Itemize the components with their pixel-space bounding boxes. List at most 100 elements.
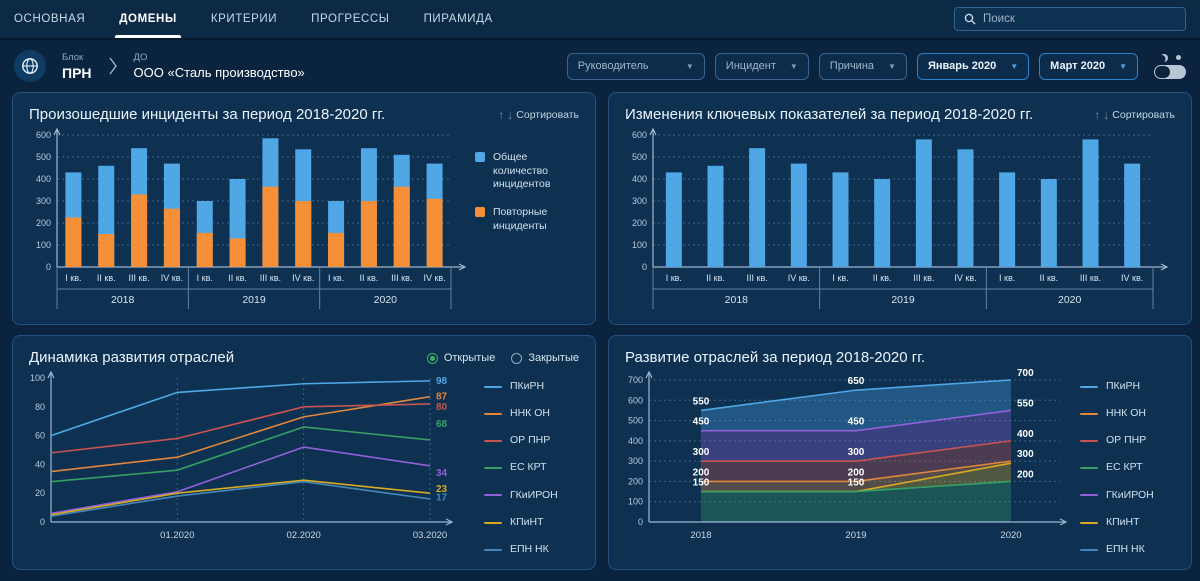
tab-0[interactable]: ОСНОВНАЯ xyxy=(14,13,86,25)
incidents-bar-chart: 0 100 200 300 400 500 600 2018 I кв. II кв. III кв… xyxy=(36,127,467,309)
svg-text:550: 550 xyxy=(1017,398,1034,409)
legend-swatch xyxy=(1080,385,1098,388)
svg-text:IV кв.: IV кв. xyxy=(954,273,976,283)
legend-swatch xyxy=(1080,494,1098,497)
filter-select-1[interactable]: Инцидент ▼ xyxy=(714,52,809,80)
svg-text:I кв.: I кв. xyxy=(328,273,344,283)
svg-text:150: 150 xyxy=(848,478,865,489)
legend-swatch xyxy=(1080,412,1098,415)
legend-swatch xyxy=(484,548,502,551)
filter-select-2[interactable]: Причина ▼ xyxy=(818,52,907,80)
svg-text:III кв.: III кв. xyxy=(747,273,768,283)
svg-text:500: 500 xyxy=(628,416,643,426)
panel-incidents: Произошедшие инциденты за период 2018-20… xyxy=(12,92,596,325)
svg-text:200: 200 xyxy=(632,218,647,228)
svg-text:I кв.: I кв. xyxy=(65,273,81,283)
svg-text:68: 68 xyxy=(436,419,448,430)
svg-text:2019: 2019 xyxy=(845,530,866,541)
radio-1[interactable]: Закрытые xyxy=(511,352,579,364)
svg-text:IV кв.: IV кв. xyxy=(292,273,314,283)
svg-text:100: 100 xyxy=(632,240,647,250)
toggle-knob xyxy=(1155,66,1170,78)
dynamics-radio-group: Открытые Закрытые xyxy=(426,349,579,364)
top-nav: ОСНОВНАЯ ДОМЕНЫ КРИТЕРИИ ПРОГРЕССЫ ПИРАМИДА xyxy=(0,0,1200,40)
legend-item: ГКиИРОН xyxy=(484,489,576,503)
chevron-right-icon xyxy=(108,57,117,75)
date-from-select[interactable]: Январь 2020 ▼ xyxy=(916,52,1030,80)
incidents-sort-button[interactable]: ↑ ↓ Сортировать xyxy=(498,106,579,122)
dynamics-legend: ПКиРН ННК ОН ОР ПНР ЕС КРТ ГКиИРОН КПиНТ ЕПН Н… xyxy=(484,366,576,556)
chevron-down-icon: ▼ xyxy=(1010,61,1019,71)
svg-text:II кв.: II кв. xyxy=(360,273,379,283)
development-legend: ПКиРН ННК ОН ОР ПНР ЕС КРТ ГКиИРОН КПиНТ ЕПН Н… xyxy=(1080,366,1172,556)
incidents-legend: Общее количество инцидентов Повторные инц… xyxy=(475,123,571,315)
radio-0[interactable]: Открытые xyxy=(426,352,495,364)
svg-text:300: 300 xyxy=(693,447,710,458)
svg-text:23: 23 xyxy=(436,484,448,495)
breadcrumb-block-value: ПРН xyxy=(62,64,92,81)
breadcrumb-unit[interactable]: ДО ООО «Сталь производство» xyxy=(134,52,305,80)
date-to-select[interactable]: Март 2020 ▼ xyxy=(1039,52,1138,80)
svg-text:300: 300 xyxy=(848,447,865,458)
svg-text:III кв.: III кв. xyxy=(391,273,412,283)
kpi-sort-button[interactable]: ↑ ↓ Сортировать xyxy=(1094,106,1175,122)
svg-text:2019: 2019 xyxy=(242,294,266,306)
theme-switcher xyxy=(1154,53,1186,79)
svg-text:200: 200 xyxy=(1017,469,1034,480)
chevron-down-icon: ▼ xyxy=(888,61,896,71)
legend-swatch xyxy=(1080,521,1098,524)
sub-header: Блок ПРН ДО ООО «Сталь производство» Рук… xyxy=(0,40,1200,92)
sort-up-icon: ↑ xyxy=(498,108,505,122)
search-icon xyxy=(964,13,976,25)
tab-2[interactable]: КРИТЕРИИ xyxy=(210,13,278,25)
svg-text:600: 600 xyxy=(632,130,647,140)
moon-icon xyxy=(1160,54,1168,62)
svg-text:98: 98 xyxy=(436,376,448,387)
sort-label: Сортировать xyxy=(1112,109,1175,121)
svg-text:200: 200 xyxy=(693,467,710,478)
chevron-down-icon: ▼ xyxy=(1119,61,1127,71)
legend-item: ГКиИРОН xyxy=(1080,489,1172,503)
legend-swatch xyxy=(1080,440,1098,443)
svg-text:III кв.: III кв. xyxy=(128,273,149,283)
legend-item: КПиНТ xyxy=(484,516,576,530)
legend-item: ПКиРН xyxy=(1080,380,1172,394)
tab-1[interactable]: ДОМЕНЫ xyxy=(115,0,181,38)
panel-dynamics-title: Динамика развития отраслей xyxy=(29,349,235,366)
svg-text:III кв.: III кв. xyxy=(913,273,934,283)
panel-development-title: Развитие отраслей за период 2018-2020 гг… xyxy=(625,349,926,366)
search-box[interactable] xyxy=(954,7,1186,31)
svg-text:500: 500 xyxy=(36,152,51,162)
globe-icon xyxy=(14,50,46,82)
sort-down-icon: ↓ xyxy=(1103,108,1110,122)
svg-text:0: 0 xyxy=(642,262,647,272)
svg-text:2018: 2018 xyxy=(111,294,135,306)
svg-text:0: 0 xyxy=(40,517,45,527)
filter-bar: Руководитель ▼ Инцидент ▼ Причина ▼ Январь 20… xyxy=(566,52,1186,80)
svg-text:34: 34 xyxy=(436,468,448,479)
svg-text:2020: 2020 xyxy=(374,294,398,306)
svg-text:200: 200 xyxy=(36,218,51,228)
legend-swatch xyxy=(475,152,485,162)
svg-text:2018: 2018 xyxy=(725,294,749,306)
date-to-value: Март 2020 xyxy=(1050,60,1106,72)
breadcrumb-block[interactable]: Блок ПРН xyxy=(62,52,92,81)
sort-down-icon: ↓ xyxy=(507,108,514,122)
theme-toggle[interactable] xyxy=(1154,65,1186,79)
svg-text:II кв.: II кв. xyxy=(228,273,247,283)
tab-3[interactable]: ПРОГРЕССЫ xyxy=(311,13,390,25)
svg-text:87: 87 xyxy=(436,392,448,403)
svg-text:2020: 2020 xyxy=(1000,530,1021,541)
svg-text:II кв.: II кв. xyxy=(1039,273,1058,283)
search-input[interactable] xyxy=(983,13,1176,25)
svg-text:IV кв.: IV кв. xyxy=(423,273,445,283)
nav-tabs: ОСНОВНАЯ ДОМЕНЫ КРИТЕРИИ ПРОГРЕССЫ ПИРАМИДА xyxy=(14,0,493,38)
tab-4[interactable]: ПИРАМИДА xyxy=(423,13,493,25)
legend-swatch xyxy=(484,440,502,443)
legend-swatch xyxy=(475,206,485,217)
dashboard-grid: Произошедшие инциденты за период 2018-20… xyxy=(0,92,1200,570)
svg-text:100: 100 xyxy=(30,373,45,383)
legend-swatch xyxy=(1080,467,1098,470)
filter-select-0[interactable]: Руководитель ▼ xyxy=(566,52,705,80)
svg-text:300: 300 xyxy=(36,196,51,206)
